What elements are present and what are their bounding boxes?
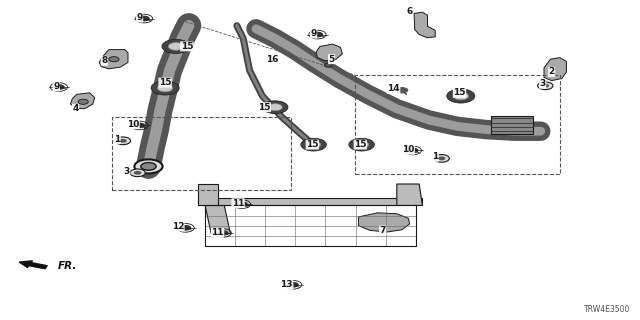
Text: 8: 8 — [101, 56, 108, 65]
Bar — [355, 75, 560, 174]
Text: 11: 11 — [232, 199, 244, 208]
Text: 15: 15 — [159, 78, 172, 87]
Text: 3: 3 — [124, 167, 130, 176]
Circle shape — [162, 39, 190, 53]
Bar — [112, 117, 291, 190]
Polygon shape — [99, 50, 128, 69]
Circle shape — [541, 84, 549, 88]
Polygon shape — [198, 184, 218, 205]
Circle shape — [312, 32, 323, 37]
Polygon shape — [205, 204, 230, 234]
Text: 1: 1 — [432, 152, 438, 161]
Polygon shape — [397, 184, 422, 205]
Circle shape — [168, 43, 184, 50]
Polygon shape — [198, 198, 422, 205]
Text: 15: 15 — [180, 42, 193, 51]
Circle shape — [301, 138, 326, 151]
Text: 12: 12 — [172, 222, 184, 231]
Circle shape — [115, 137, 131, 145]
Text: 7: 7 — [380, 226, 386, 235]
Circle shape — [355, 141, 369, 148]
Circle shape — [130, 169, 145, 177]
Circle shape — [217, 230, 228, 236]
Text: 10: 10 — [402, 145, 415, 154]
Text: 2: 2 — [548, 68, 555, 76]
Text: 11: 11 — [211, 228, 224, 237]
Text: 6: 6 — [406, 7, 413, 16]
Circle shape — [119, 139, 127, 143]
Circle shape — [138, 16, 150, 21]
Circle shape — [307, 141, 321, 148]
Circle shape — [236, 201, 248, 207]
Circle shape — [151, 81, 179, 95]
Circle shape — [109, 57, 119, 62]
Circle shape — [78, 99, 88, 104]
Polygon shape — [544, 58, 566, 81]
Text: 10: 10 — [127, 120, 140, 129]
Text: 9: 9 — [53, 82, 60, 91]
Text: 4: 4 — [72, 104, 79, 113]
Text: 1: 1 — [114, 135, 120, 144]
Text: FR.: FR. — [58, 261, 77, 271]
FancyArrow shape — [19, 261, 47, 269]
Circle shape — [538, 82, 553, 90]
Circle shape — [396, 87, 408, 93]
Text: 14: 14 — [387, 84, 400, 93]
Text: TRW4E3500: TRW4E3500 — [584, 305, 630, 314]
Text: 9: 9 — [310, 29, 317, 38]
Polygon shape — [358, 213, 410, 232]
Circle shape — [268, 104, 282, 111]
Text: 5: 5 — [328, 55, 335, 64]
Text: 15: 15 — [306, 140, 319, 149]
Circle shape — [438, 156, 445, 160]
Text: 9: 9 — [136, 13, 143, 22]
Circle shape — [453, 92, 468, 100]
Circle shape — [262, 101, 288, 114]
Polygon shape — [316, 44, 342, 61]
Circle shape — [134, 171, 141, 175]
Polygon shape — [414, 12, 435, 38]
Polygon shape — [70, 93, 95, 109]
Circle shape — [134, 159, 163, 173]
Circle shape — [349, 138, 374, 151]
Text: 13: 13 — [280, 280, 293, 289]
Text: 16: 16 — [266, 55, 278, 64]
Circle shape — [141, 163, 156, 170]
Circle shape — [324, 63, 332, 67]
Circle shape — [134, 123, 145, 128]
Text: 15: 15 — [354, 140, 367, 149]
Circle shape — [287, 282, 299, 288]
Circle shape — [53, 84, 65, 90]
Circle shape — [180, 225, 191, 231]
Text: 15: 15 — [453, 88, 466, 97]
Text: 15: 15 — [258, 103, 271, 112]
Text: 3: 3 — [540, 79, 546, 88]
Polygon shape — [492, 116, 532, 134]
Circle shape — [407, 148, 419, 153]
Circle shape — [447, 89, 475, 103]
Circle shape — [434, 155, 449, 162]
Circle shape — [157, 84, 173, 92]
